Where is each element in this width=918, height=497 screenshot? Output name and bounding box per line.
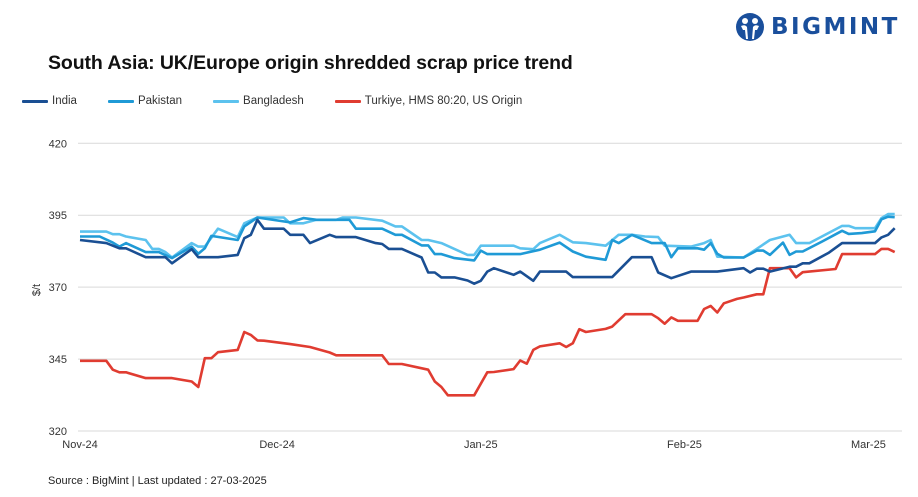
legend-item: Pakistan [107,95,183,107]
x-tick-label: Nov-24 [62,439,97,451]
line-chart: 320 345 370 395 420 $/t Nov-24 Dec-24 Jan-25 Feb-… [31,138,902,451]
y-axis-label: $/t [31,284,43,296]
legend-item: Turkiye, HMS 80:20, US Origin [334,95,523,107]
y-tick-label: 370 [49,282,67,294]
x-tick-label: Jan-25 [464,439,498,451]
bigmint-logo: BIGMINT [735,12,900,42]
legend-item: Bangladesh [213,95,304,107]
legend-swatch [213,99,240,103]
chart-title: South Asia: UK/Europe origin shredded sc… [48,52,573,74]
legend-label: Turkiye, HMS 80:20, US Origin [364,95,523,107]
x-tick-label: Mar-25 [851,439,886,451]
legend-swatch [22,99,48,103]
x-tick-label: Feb-25 [667,439,702,451]
series-line-bangladesh [80,212,895,259]
legend-label: India [52,95,77,107]
source-note: Source : BigMint | Last updated : 27-03-… [48,475,267,487]
y-tick-label: 395 [49,210,67,222]
chart-legend: India Pakistan Bangladesh Turkiye, HMS 80:2… [22,95,553,107]
legend-label: Bangladesh [243,95,304,107]
series-line-pakistan [80,215,895,262]
y-tick-label: 320 [49,426,67,438]
legend-swatch [334,99,361,103]
x-tick-label: Dec-24 [259,439,294,451]
legend-swatch [107,99,134,103]
y-tick-label: 420 [49,138,67,150]
y-tick-label: 345 [49,354,67,366]
brand-name: BIGMINT [771,14,900,40]
series-line-turkiye [80,247,896,397]
bigmint-logo-icon [736,13,764,41]
legend-item: India [22,95,77,107]
legend-label: Pakistan [137,95,183,107]
series-line-india [79,218,896,285]
